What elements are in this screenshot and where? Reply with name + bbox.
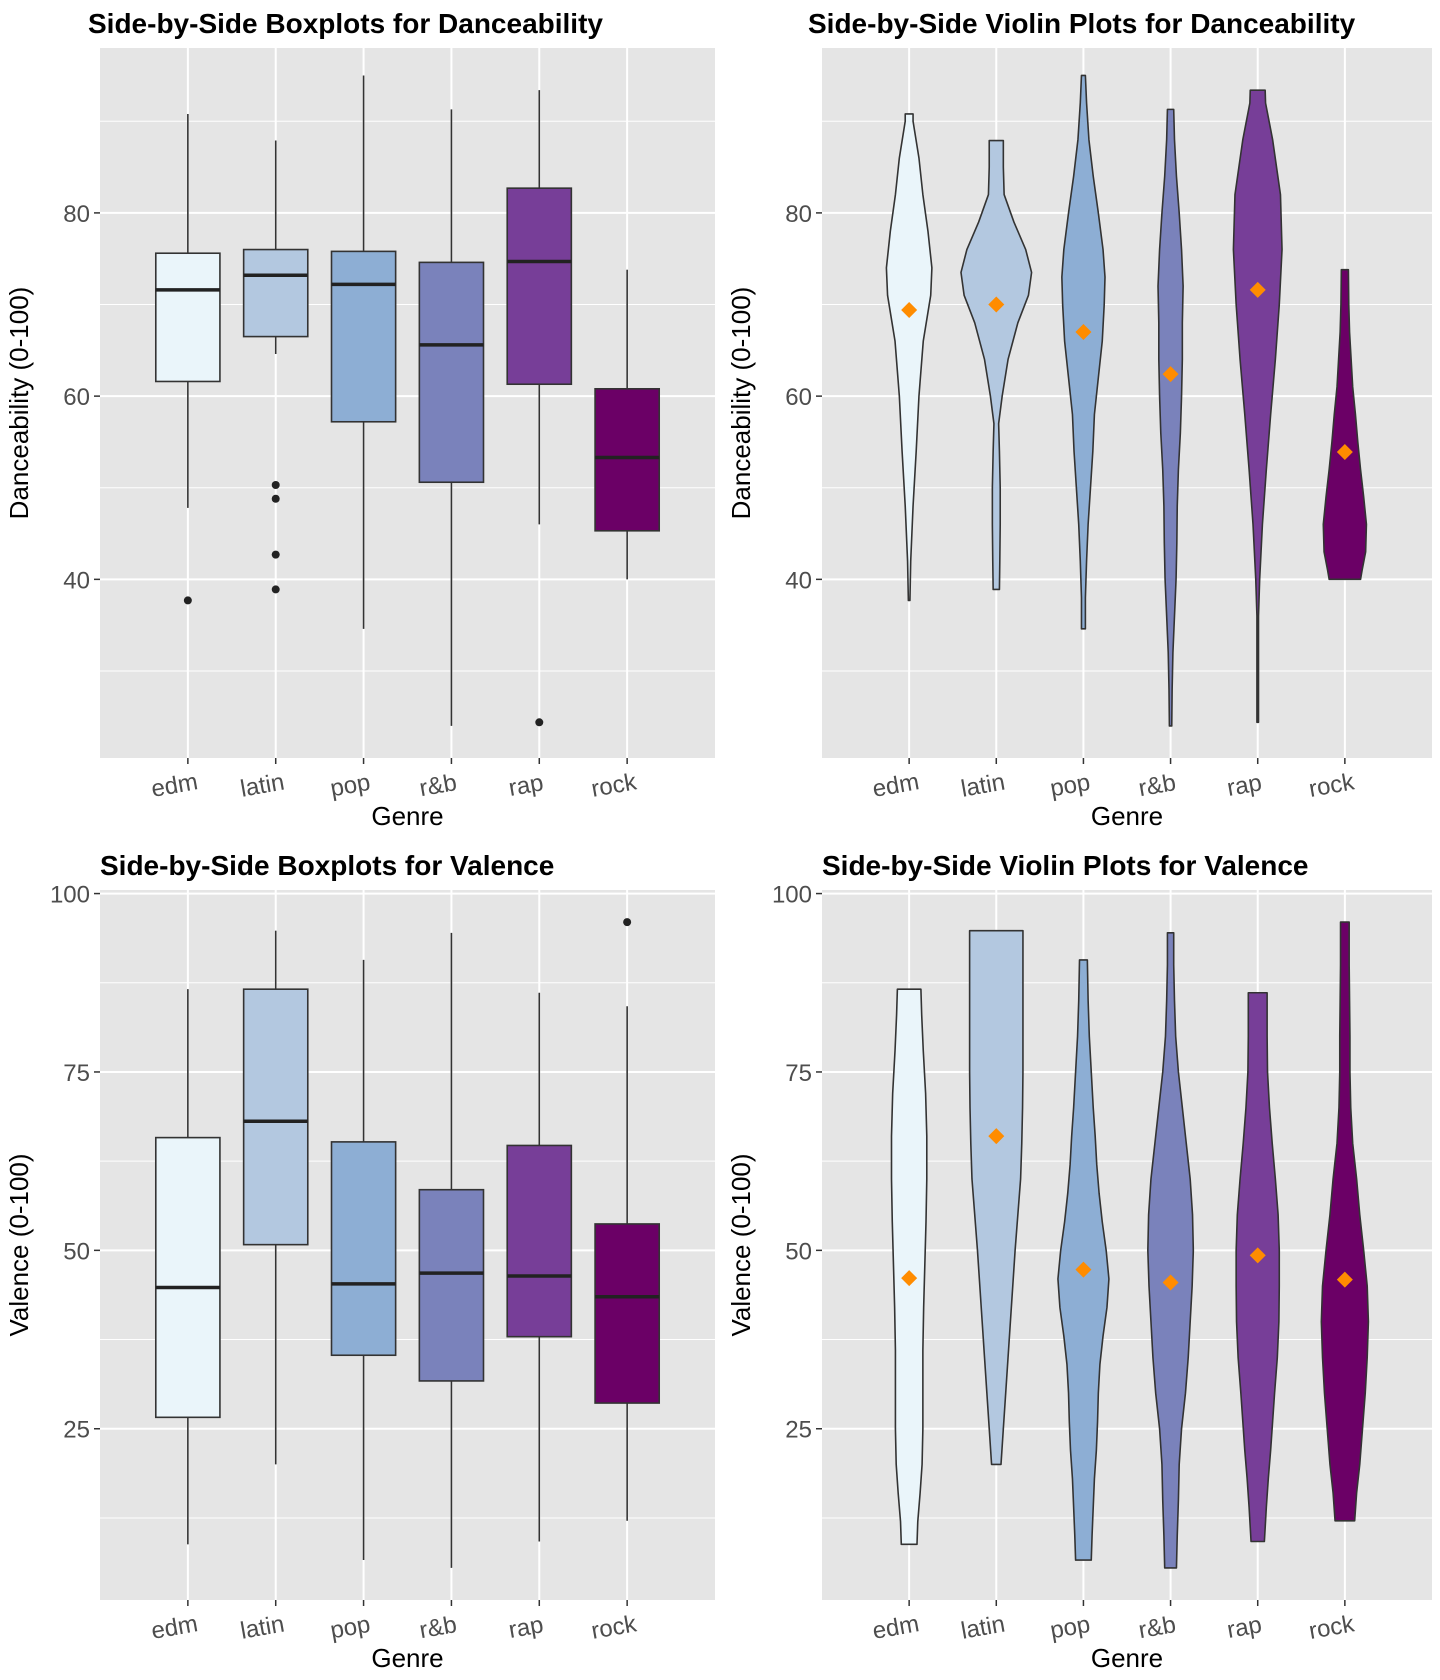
y-tick-label: 80 [785,201,812,228]
panel-danceability-boxplot: 40 60 80 edm latin pop r&b rap rock Side-by-Side … [4,8,715,831]
x-tick-label: pop [328,1611,372,1645]
mean-marker [901,1270,918,1287]
panel-valence-violin: 25 50 75 100 edm latin pop r&b rap rock Side-by-Si… [726,850,1432,1673]
x-tick-label: rock [589,768,639,803]
y-tick-label: 60 [785,384,812,411]
box-latin [242,248,309,338]
x-tick-label: rap [507,1611,546,1644]
violin-rap [1235,991,1281,1543]
panel-danceability-violin: 40 60 80 edm latin pop r&b rap rock Side-by-Side … [726,8,1432,831]
x-tick-label: latin [959,768,1007,802]
outlier-point [623,918,632,927]
chart-title: Side-by-Side Violin Plots for Danceabili… [808,8,1356,39]
outlier-point [271,480,280,489]
box-r&b [418,261,485,484]
y-axis-title: Valence (0-100) [726,1153,756,1336]
x-axis-title: Genre [371,1643,443,1673]
outlier-point [271,585,280,594]
y-tick-label: 40 [63,567,90,594]
violin-latin [968,929,1024,1466]
y-tick-label: 75 [63,1060,90,1087]
mean-marker [1162,366,1179,383]
y-tick-label: 75 [785,1060,812,1087]
y-axis-title: Danceability (0-100) [726,287,756,520]
violin-r&b [1147,932,1195,1569]
y-tick-label: 25 [63,1417,90,1444]
x-tick-label: edm [871,768,922,803]
y-tick-label: 50 [785,1238,812,1265]
violin-rap [1232,89,1283,724]
chart-title: Side-by-Side Violin Plots for Valence [822,850,1309,881]
y-axis-title: Danceability (0-100) [4,287,34,520]
box-edm [154,1136,221,1419]
violin-pop [1061,74,1106,630]
mean-marker [1249,281,1266,298]
mean-marker [988,296,1005,313]
mean-marker [1162,1274,1179,1291]
x-tick-label: rap [1225,1611,1264,1644]
chart-title: Side-by-Side Boxplots for Valence [100,850,554,881]
chart-title: Side-by-Side Boxplots for Danceability [88,8,603,39]
x-tick-label: pop [1048,769,1092,803]
x-axis-title: Genre [371,801,443,831]
x-tick-label: pop [1048,1611,1092,1645]
mean-marker [1075,1261,1092,1278]
box-pop [330,1141,397,1357]
x-tick-label: latin [959,1610,1007,1644]
mean-marker [1249,1247,1266,1264]
x-tick-label: edm [149,768,200,803]
box-r&b [418,1188,485,1382]
x-tick-label: rap [1225,769,1264,802]
mean-marker [1336,1271,1353,1288]
x-tick-label: edm [149,1610,200,1645]
x-tick-label: latin [238,768,286,802]
y-tick-label: 60 [63,384,90,411]
violin-latin [960,139,1033,591]
y-tick-label: 80 [63,201,90,228]
mean-marker [1075,324,1092,340]
y-tick-label: 25 [785,1417,812,1444]
mean-marker [988,1128,1005,1145]
x-axis-title: Genre [1091,801,1163,831]
y-tick-label: 50 [63,1238,90,1265]
mean-marker [901,302,918,319]
violin-rock [1322,268,1368,581]
box-rock [594,387,661,532]
x-tick-label: r&b [1137,1611,1178,1644]
x-tick-label: edm [871,1610,922,1645]
violin-r&b [1157,108,1184,727]
y-tick-label: 40 [785,567,812,594]
y-tick-label: 100 [772,882,812,909]
outlier-point [271,494,280,503]
box-rap [506,187,573,386]
box-rock [594,1223,661,1404]
box-edm [154,252,221,383]
box-pop [330,250,397,423]
outlier-point [535,718,544,727]
x-axis-title: Genre [1091,1643,1163,1673]
violin-edm [885,113,933,602]
box-rap [506,1144,573,1338]
x-tick-label: r&b [417,769,458,802]
plot-background [822,48,1432,758]
x-tick-label: latin [238,1610,286,1644]
violin-pop [1057,959,1110,1561]
mean-marker [1336,444,1353,461]
x-tick-label: r&b [1137,769,1178,802]
y-axis-title: Valence (0-100) [4,1153,34,1336]
outlier-point [183,596,192,605]
box-latin [242,988,309,1246]
x-tick-label: rock [1307,768,1357,803]
x-tick-label: rock [589,1610,639,1645]
x-tick-label: pop [328,769,372,803]
x-tick-label: rap [507,769,546,802]
x-tick-label: r&b [417,1611,458,1644]
panel-valence-boxplot: 25 50 75 100 edm latin pop r&b rap rock Side-by-Si… [4,850,715,1673]
violin-edm [890,988,928,1546]
outlier-point [271,550,280,559]
x-tick-label: rock [1307,1610,1357,1645]
violin-rock [1320,921,1370,1522]
y-tick-label: 100 [50,882,90,909]
